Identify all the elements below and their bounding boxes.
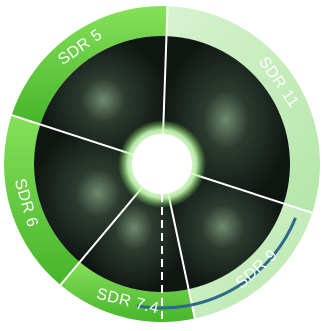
segment-sdr-9[interactable] — [188, 203, 313, 319]
segment-sdr-11[interactable] — [166, 6, 321, 213]
segment-sdr-6[interactable] — [3, 115, 80, 286]
segment-divider — [190, 172, 313, 214]
center-hub[interactable] — [132, 134, 192, 194]
progress-arc — [136, 217, 297, 310]
segment-sdr-5[interactable] — [11, 5, 168, 125]
segment-dividers — [11, 6, 313, 319]
selection-arc — [136, 217, 297, 310]
outer-ring — [3, 5, 321, 322]
segment-divider — [162, 6, 169, 135]
segment-divider — [167, 193, 196, 319]
segment-divider — [59, 186, 144, 286]
segment-divider — [11, 114, 134, 156]
